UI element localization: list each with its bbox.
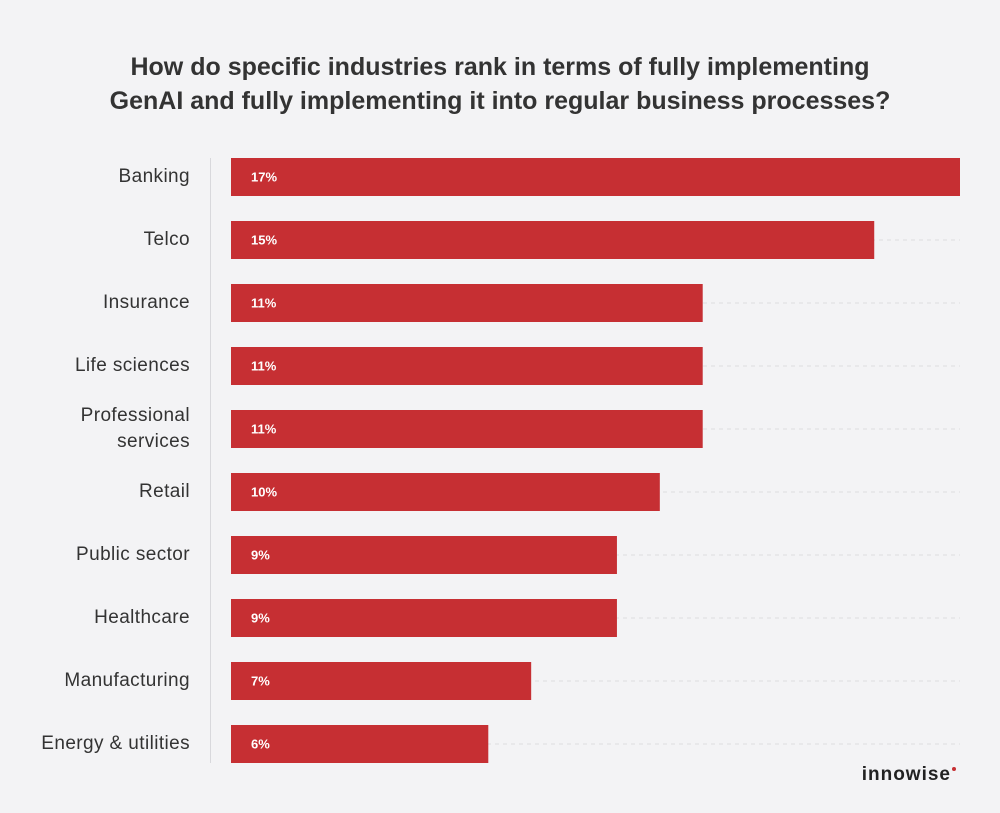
value-label: 17%	[251, 169, 277, 184]
bar	[231, 725, 489, 763]
category-label: Retail	[139, 481, 190, 502]
title-line: GenAI and fully implementing it into reg…	[109, 87, 891, 115]
value-label: 9%	[251, 547, 270, 562]
bar	[231, 284, 703, 322]
logo-dot	[952, 767, 956, 771]
category-label: Life sciences	[74, 355, 190, 376]
bar	[231, 473, 660, 511]
logo-text: innowise	[861, 764, 951, 785]
bar	[231, 158, 960, 196]
category-label: Insurance	[102, 292, 190, 313]
category-label: Healthcare	[94, 607, 190, 628]
title-line: How do specific industries rank in terms…	[130, 53, 870, 81]
bar	[231, 662, 532, 700]
category-label: Banking	[118, 166, 190, 187]
value-label: 11%	[251, 295, 277, 310]
value-label: 15%	[251, 232, 277, 247]
category-label: Telco	[143, 229, 190, 250]
category-label: Professional services	[80, 405, 190, 452]
bar	[231, 347, 703, 385]
value-label: 10%	[251, 484, 277, 499]
chart-title: How do specific industries rank in terms…	[0, 50, 1000, 118]
value-label: 6%	[251, 736, 270, 751]
value-label: 7%	[251, 673, 270, 688]
value-label: 9%	[251, 610, 270, 625]
value-label: 11%	[251, 421, 277, 436]
bar	[231, 536, 617, 574]
bar	[231, 221, 875, 259]
logo: innowise	[862, 764, 956, 786]
category-label: Public sector	[76, 544, 190, 565]
value-label: 11%	[251, 358, 277, 373]
category-label: Energy & utilities	[41, 733, 190, 754]
bar	[231, 410, 703, 448]
category-label: Manufacturing	[64, 670, 190, 691]
bar	[231, 599, 617, 637]
